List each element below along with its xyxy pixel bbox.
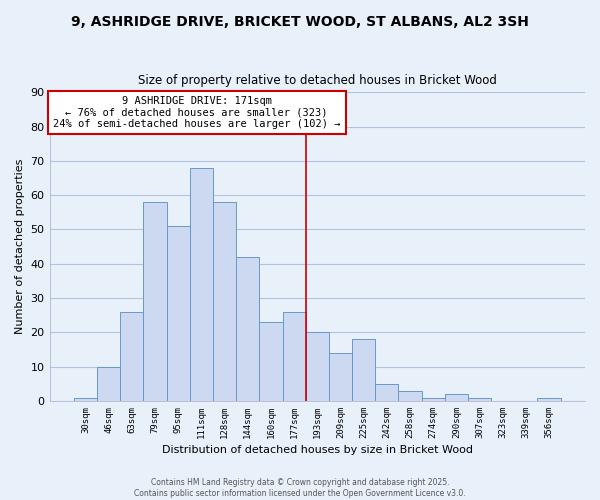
Bar: [422, 398, 445, 401]
Bar: [305, 332, 329, 401]
Bar: [329, 353, 352, 401]
Bar: [120, 312, 143, 401]
Bar: [74, 398, 97, 401]
Title: Size of property relative to detached houses in Bricket Wood: Size of property relative to detached ho…: [138, 74, 497, 87]
Bar: [236, 257, 259, 401]
Text: 9, ASHRIDGE DRIVE, BRICKET WOOD, ST ALBANS, AL2 3SH: 9, ASHRIDGE DRIVE, BRICKET WOOD, ST ALBA…: [71, 15, 529, 29]
Text: Contains HM Land Registry data © Crown copyright and database right 2025.
Contai: Contains HM Land Registry data © Crown c…: [134, 478, 466, 498]
Bar: [445, 394, 468, 401]
Bar: [213, 202, 236, 401]
Bar: [97, 366, 120, 401]
Y-axis label: Number of detached properties: Number of detached properties: [15, 159, 25, 334]
Bar: [352, 339, 375, 401]
Bar: [283, 312, 305, 401]
Bar: [468, 398, 491, 401]
Bar: [375, 384, 398, 401]
Bar: [190, 168, 213, 401]
Bar: [167, 226, 190, 401]
Text: 9 ASHRIDGE DRIVE: 171sqm
← 76% of detached houses are smaller (323)
24% of semi-: 9 ASHRIDGE DRIVE: 171sqm ← 76% of detach…: [53, 96, 340, 129]
Bar: [143, 202, 167, 401]
Bar: [259, 322, 283, 401]
X-axis label: Distribution of detached houses by size in Bricket Wood: Distribution of detached houses by size …: [162, 445, 473, 455]
Bar: [538, 398, 560, 401]
Bar: [398, 390, 422, 401]
